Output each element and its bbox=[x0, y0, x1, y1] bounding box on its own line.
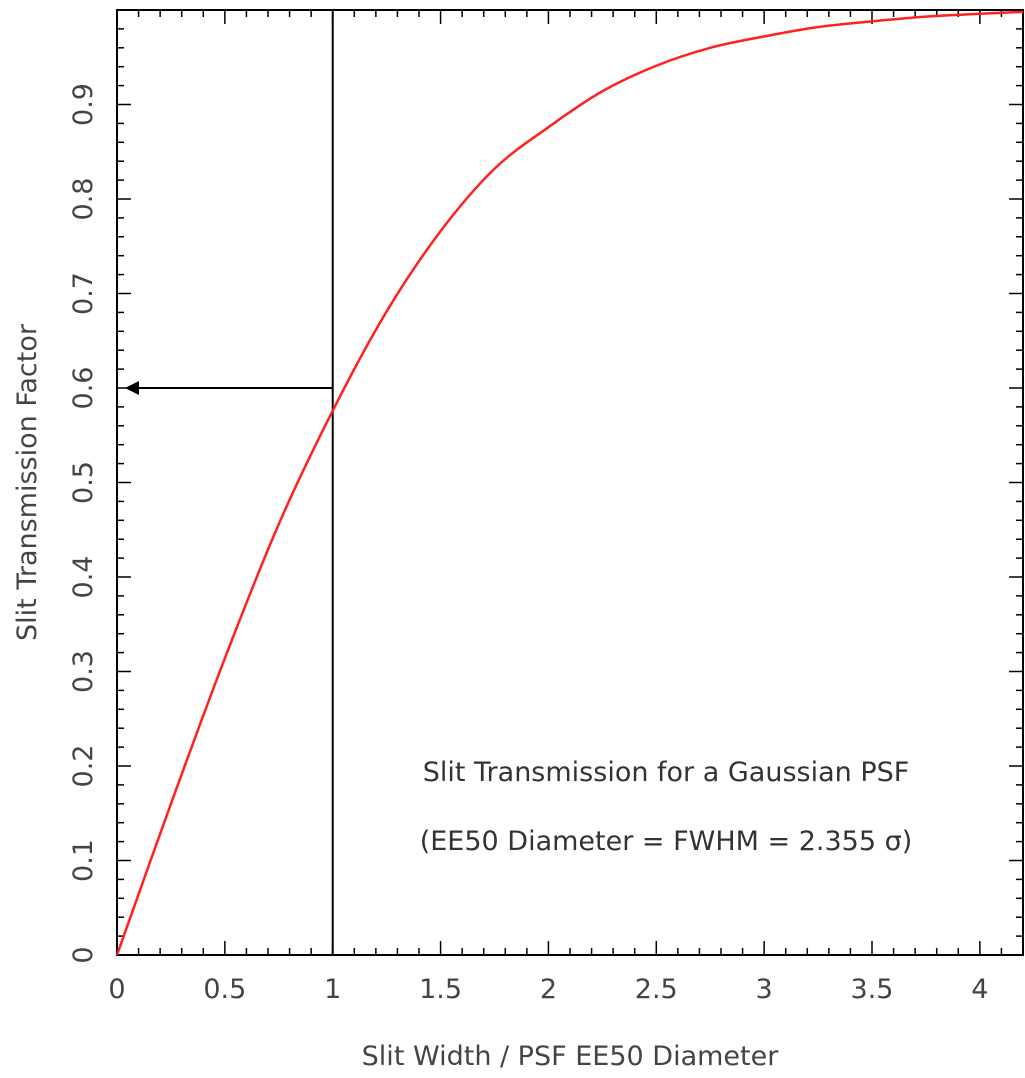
x-tick-label: 2 bbox=[540, 974, 557, 1005]
x-axis-title: Slit Width / PSF EE50 Diameter bbox=[362, 1041, 780, 1072]
x-tick-label: 3 bbox=[756, 974, 773, 1005]
tick-marks bbox=[116, 9, 1024, 956]
y-axis-title: Slit Transmission Factor bbox=[12, 323, 43, 641]
annotation-subtitle: (EE50 Diameter = FWHM = 2.355 σ) bbox=[420, 826, 913, 857]
x-tick-label: 1 bbox=[324, 974, 341, 1005]
x-tick-label: 0 bbox=[108, 974, 125, 1005]
arrow-head bbox=[125, 381, 139, 395]
y-tick-label: 0.7 bbox=[68, 272, 99, 315]
x-tick-labels: 0 0.5 1 1.5 2 2.5 3 3.5 4 bbox=[108, 974, 988, 1005]
x-tick-label: 4 bbox=[971, 974, 988, 1005]
x-tick-label: 0.5 bbox=[203, 974, 246, 1005]
x-tick-label: 1.5 bbox=[419, 974, 462, 1005]
y-tick-labels: 0 0.1 0.2 0.3 0.4 0.5 0.6 0.7 0.8 0.9 bbox=[68, 83, 99, 964]
y-tick-label: 0.1 bbox=[68, 839, 99, 882]
transmission-curve bbox=[115, 10, 1024, 956]
y-tick-label: 0.4 bbox=[68, 556, 99, 599]
y-tick-label: 0.3 bbox=[68, 650, 99, 693]
x-tick-label: 3.5 bbox=[851, 974, 894, 1005]
plot-frame bbox=[116, 9, 1024, 956]
x-tick-label: 2.5 bbox=[635, 974, 678, 1005]
y-tick-label: 0.9 bbox=[68, 83, 99, 126]
y-tick-label: 0.2 bbox=[68, 745, 99, 788]
annotation-title: Slit Transmission for a Gaussian PSF bbox=[423, 757, 910, 788]
y-tick-label: 0.8 bbox=[68, 178, 99, 221]
y-tick-label: 0.5 bbox=[68, 461, 99, 504]
y-tick-label: 0.6 bbox=[68, 367, 99, 410]
y-tick-label: 0 bbox=[68, 946, 99, 963]
